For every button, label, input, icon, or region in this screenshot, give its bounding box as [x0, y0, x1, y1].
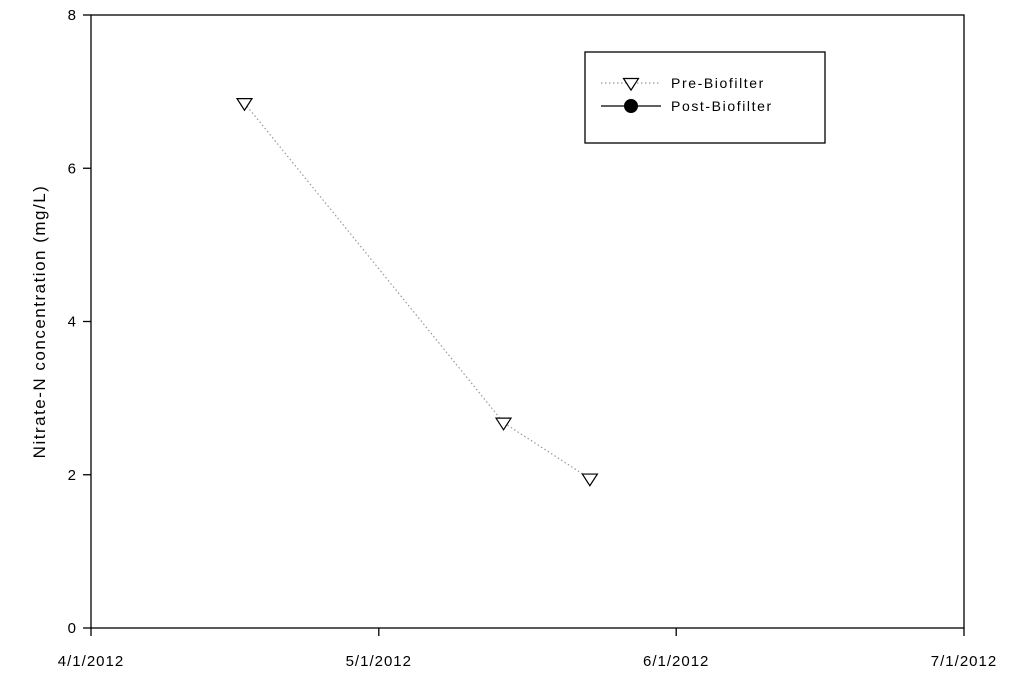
y-tick-label: 0: [68, 620, 77, 637]
series-line: [244, 102, 591, 480]
series-pre-biofilter: [235, 98, 599, 487]
legend-marker: [624, 99, 638, 113]
data-point: [581, 473, 599, 487]
x-tick-label: 7/1/2012: [931, 653, 997, 670]
x-tick-label: 6/1/2012: [643, 653, 709, 670]
y-tick-label: 4: [68, 314, 77, 331]
x-tick-label: 4/1/2012: [58, 653, 124, 670]
y-axis: 0 2 4 6 8: [68, 7, 91, 637]
x-tick-label: 5/1/2012: [346, 653, 412, 670]
x-axis: 4/1/2012 5/1/2012 6/1/2012 7/1/2012: [58, 628, 997, 670]
y-tick-label: 2: [68, 467, 77, 484]
data-point: [235, 98, 254, 112]
legend-item: Pre-Biofilter: [601, 75, 765, 92]
legend-item: Post-Biofilter: [601, 98, 773, 114]
legend-box: [584, 51, 826, 144]
legend-label: Pre-Biofilter: [671, 75, 765, 91]
y-tick-label: 8: [68, 7, 77, 24]
data-point: [494, 417, 513, 431]
legend-marker: [622, 77, 640, 92]
y-tick-label: 6: [68, 160, 77, 177]
legend-label: Post-Biofilter: [671, 98, 773, 114]
y-axis-title: Nitrate-N concentration (mg/L): [30, 185, 49, 459]
series-layer: [235, 98, 599, 487]
plot-border: [90, 14, 965, 629]
legend: Pre-Biofilter Post-Biofilter: [584, 51, 826, 144]
plot-frame: [90, 14, 965, 629]
